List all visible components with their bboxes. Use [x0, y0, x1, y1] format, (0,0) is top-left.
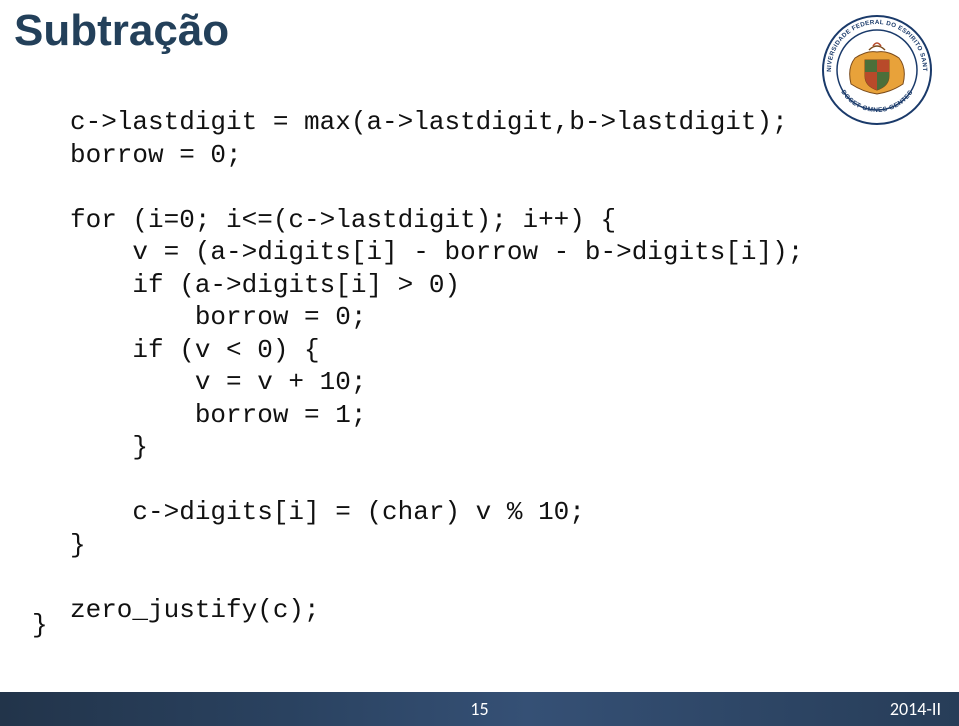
university-logo: UNIVERSIDADE FEDERAL DO ESPIRITO SANTO D…: [817, 10, 937, 120]
semester-label: 2014-II: [890, 698, 941, 720]
slide: Subtração UNIVERSIDADE FEDERAL DO ESPIRI…: [0, 0, 959, 726]
code-closing-brace: }: [32, 610, 48, 640]
slide-title: Subtração: [14, 6, 229, 56]
slide-number: 15: [470, 698, 488, 720]
code-block: c->lastdigit = max(a->lastdigit,b->lastd…: [70, 106, 803, 626]
